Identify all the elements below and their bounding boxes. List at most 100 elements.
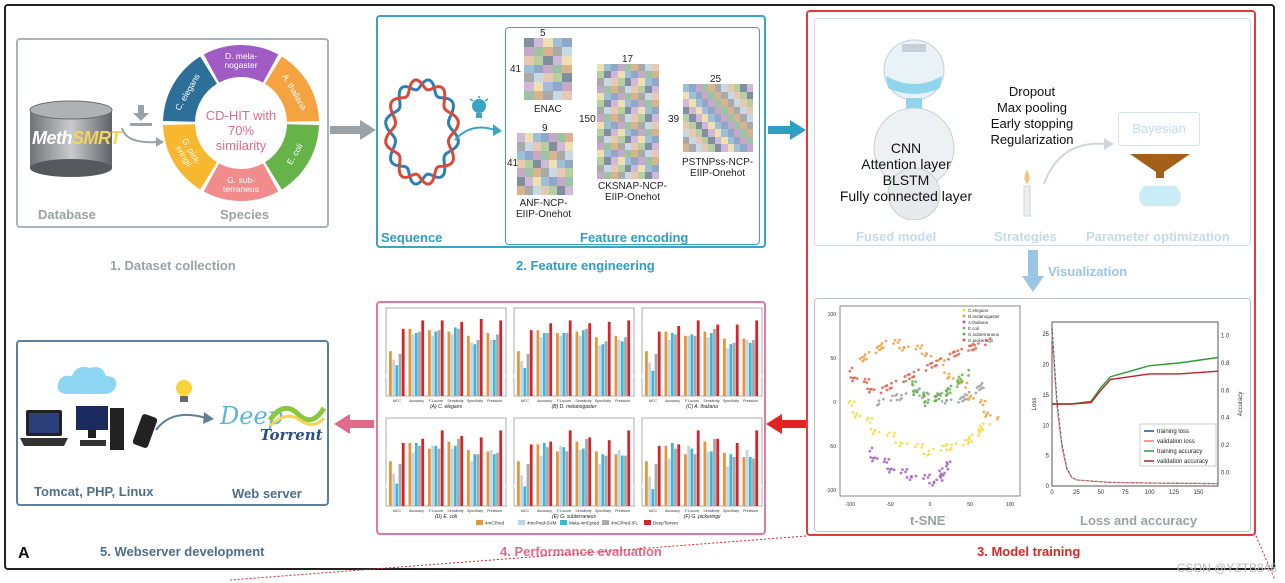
bar [526, 464, 530, 506]
matrix-cell [517, 141, 525, 151]
matrix-cell [552, 55, 563, 65]
candle-icon [1023, 170, 1031, 217]
matrix-cell [624, 78, 632, 86]
tsne-point [898, 444, 902, 448]
series-line [1052, 370, 1219, 405]
bar [539, 337, 543, 396]
tsne-point [904, 470, 907, 474]
bar [651, 489, 655, 506]
tsne-point [867, 390, 871, 394]
bar [479, 319, 483, 396]
curved-arrow-icon [1043, 138, 1114, 185]
metric-label: Precision [743, 399, 758, 403]
tsne-point [862, 358, 866, 362]
curved-arrow-icon [121, 127, 164, 147]
metric-label: Precision [487, 509, 502, 513]
matrix-cell [638, 171, 646, 179]
bar [392, 473, 395, 506]
tsne-point [922, 394, 926, 398]
tsne-point [911, 383, 915, 387]
tsne-point [907, 345, 910, 349]
tsne-point [900, 393, 903, 397]
tsne-point [880, 341, 884, 345]
metric-label: Precision [615, 509, 630, 513]
matrix-cell [631, 150, 639, 158]
matrix-cell [543, 38, 553, 47]
matrix-cell [525, 159, 533, 169]
bar [431, 445, 434, 506]
tsne-point [938, 474, 942, 478]
tsne-point [891, 394, 894, 398]
arrow-left-red [766, 414, 806, 434]
matrix-cell [652, 64, 659, 72]
matrix-cell [603, 92, 611, 100]
matrix-cell [533, 159, 541, 169]
cloud-icon [57, 367, 117, 394]
lightbulb-icon [469, 96, 489, 118]
matrix-cell [708, 129, 715, 137]
dna-strand [384, 78, 460, 186]
tsne-point [847, 401, 851, 405]
bar [732, 457, 736, 506]
matrix-cell [645, 99, 653, 108]
bar [568, 320, 572, 396]
tsne-point [996, 415, 1000, 419]
metric-label: Accuracy [537, 399, 552, 403]
matrix-cell [617, 85, 625, 93]
matrix-cell [597, 128, 604, 136]
legend-label: training accuracy [1157, 449, 1202, 455]
matrix-cell [610, 157, 618, 165]
tsne-point [895, 398, 899, 402]
matrix-cell [610, 143, 618, 151]
bar [437, 448, 441, 506]
matrix-cell [652, 114, 659, 122]
matrix-cell [702, 91, 709, 100]
matrix-cell [645, 107, 653, 115]
bar [401, 328, 405, 396]
bar [520, 361, 523, 396]
tsne-point [877, 344, 881, 348]
bar [418, 331, 421, 396]
tsne-point [957, 375, 961, 379]
matrix-cell [631, 157, 639, 165]
tsne-legend-marker [962, 332, 966, 336]
bar [565, 333, 569, 396]
matrix-cell [610, 135, 618, 144]
tsne-point [930, 366, 934, 369]
param-opt-label: Parameter optimization [1086, 229, 1230, 244]
matrix-cell [638, 114, 646, 122]
bar [693, 454, 697, 506]
desktop-icon [76, 406, 124, 450]
tsne-point [849, 376, 853, 379]
tsne-point [947, 357, 950, 361]
matrix-cell [557, 168, 565, 178]
matrix-cell [645, 150, 653, 158]
matrix-cell [565, 177, 573, 187]
matrix-cell [714, 114, 722, 122]
tsne-point [871, 456, 875, 460]
matrix-cell [597, 114, 604, 122]
tsne-point [948, 391, 952, 395]
tsne-point [965, 381, 969, 385]
bar [690, 448, 694, 506]
matrix-cell [740, 136, 747, 145]
bar [735, 324, 739, 396]
matrix-cell [524, 38, 534, 47]
metric-label: Sensitivity [575, 399, 591, 403]
matrix-cell [525, 177, 533, 187]
matrix-cell [533, 177, 541, 187]
matrix-cell [517, 133, 525, 142]
bar [529, 330, 533, 396]
matrix-cell [597, 157, 604, 165]
donut-segment [163, 56, 217, 122]
matrix-cell [524, 91, 534, 100]
matrix-cell [603, 78, 611, 86]
matrix-cell [552, 46, 563, 56]
matrix-cell [610, 107, 618, 115]
tsne-point [871, 459, 874, 463]
bar [726, 348, 729, 396]
tsne-point [898, 338, 901, 342]
tsne-plot: -100 -50 0 50 100 -100 -50 0 50 100 C.elegansD.mel… [826, 305, 1021, 508]
tsne-point [893, 338, 897, 342]
tsne-point [982, 422, 985, 425]
